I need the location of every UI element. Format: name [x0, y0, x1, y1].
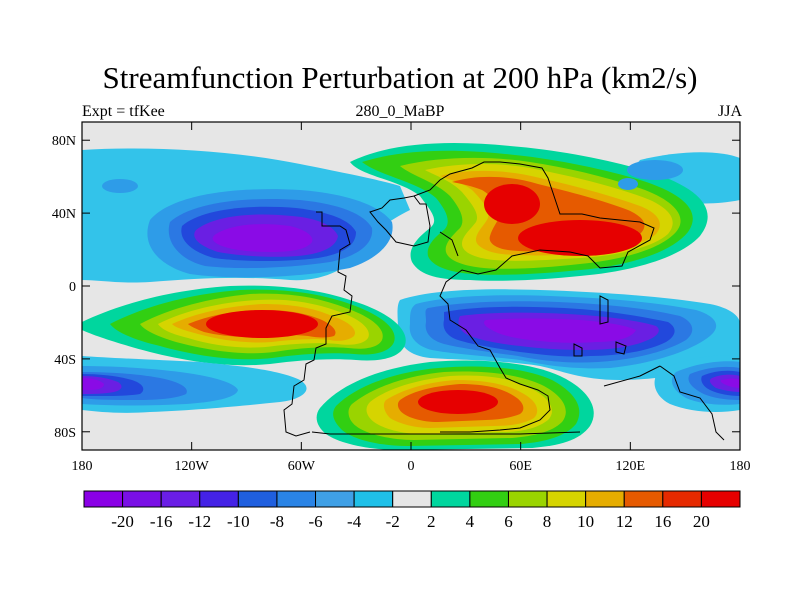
colorbar-label: 10: [577, 512, 594, 531]
colorbar-label: 16: [654, 512, 671, 531]
colorbar-swatch: [315, 490, 355, 508]
lat-tick-label: 0: [69, 280, 76, 295]
colorbar-swatch: [469, 490, 509, 508]
colorbar-label: 12: [616, 512, 633, 531]
colorbar-label: 4: [466, 512, 475, 531]
lat-tick-label: 80S: [54, 426, 76, 441]
lat-tick-label: 40N: [52, 207, 76, 222]
colorbar-label: 6: [504, 512, 513, 531]
colorbar-swatch: [430, 490, 471, 508]
map-title: Streamfunction Perturbation at 200 hPa (…: [102, 60, 698, 95]
run-label: 280_0_MaBP: [355, 103, 445, 120]
colorbar-swatch: [199, 490, 239, 508]
experiment-label: Expt = tfKee: [82, 103, 165, 120]
colorbar-label: 20: [693, 512, 710, 531]
lon-tick-label: 180: [72, 459, 93, 474]
colorbar-swatch: [507, 490, 548, 508]
colorbar-swatch: [122, 490, 162, 508]
colorbar-label: -8: [270, 512, 284, 531]
lat-tick-label: 40S: [54, 353, 76, 368]
continent-outlines: [283, 161, 725, 441]
colorbar-swatch: [83, 490, 124, 508]
longitude-axis: 180 120W 60W 0 60E 120E 180: [72, 122, 751, 474]
latitude-axis: 80N 40N 0 40S 80S: [52, 134, 740, 441]
colorbar-swatch: [392, 490, 432, 508]
lon-tick-label: 60W: [288, 459, 316, 474]
colorbar-swatch: [662, 490, 702, 508]
colorbar-label: -16: [150, 512, 173, 531]
colorbar-swatch: [585, 490, 625, 508]
colorbar-label: -20: [111, 512, 134, 531]
lon-tick-label: 60E: [509, 459, 532, 474]
season-label: JJA: [717, 103, 742, 120]
colorbar-label: -4: [347, 512, 362, 531]
colorbar-swatch: [276, 490, 317, 508]
contour-field: [82, 122, 740, 450]
colorbar-swatch: [623, 490, 664, 508]
colorbar-label: -2: [386, 512, 400, 531]
colorbar-label: 2: [427, 512, 436, 531]
colorbar-label: -6: [308, 512, 322, 531]
colorbar-label: -10: [227, 512, 250, 531]
colorbar: -20 -16 -12 -10 -8 -6 -4 -2 2 4 6 8 10 12 16 20: [83, 490, 741, 531]
colorbar-swatch: [546, 490, 587, 508]
colorbar-label: -12: [188, 512, 211, 531]
lon-tick-label: 180: [730, 459, 751, 474]
colorbar-swatch: [160, 490, 201, 508]
colorbar-swatch: [237, 490, 278, 508]
lon-tick-label: 120W: [175, 459, 210, 474]
colorbar-swatch: [353, 490, 394, 508]
lon-tick-label: 0: [408, 459, 415, 474]
lon-tick-label: 120E: [616, 459, 646, 474]
colorbar-label: 8: [543, 512, 552, 531]
colorbar-swatch: [700, 490, 741, 508]
lat-tick-label: 80N: [52, 134, 76, 149]
